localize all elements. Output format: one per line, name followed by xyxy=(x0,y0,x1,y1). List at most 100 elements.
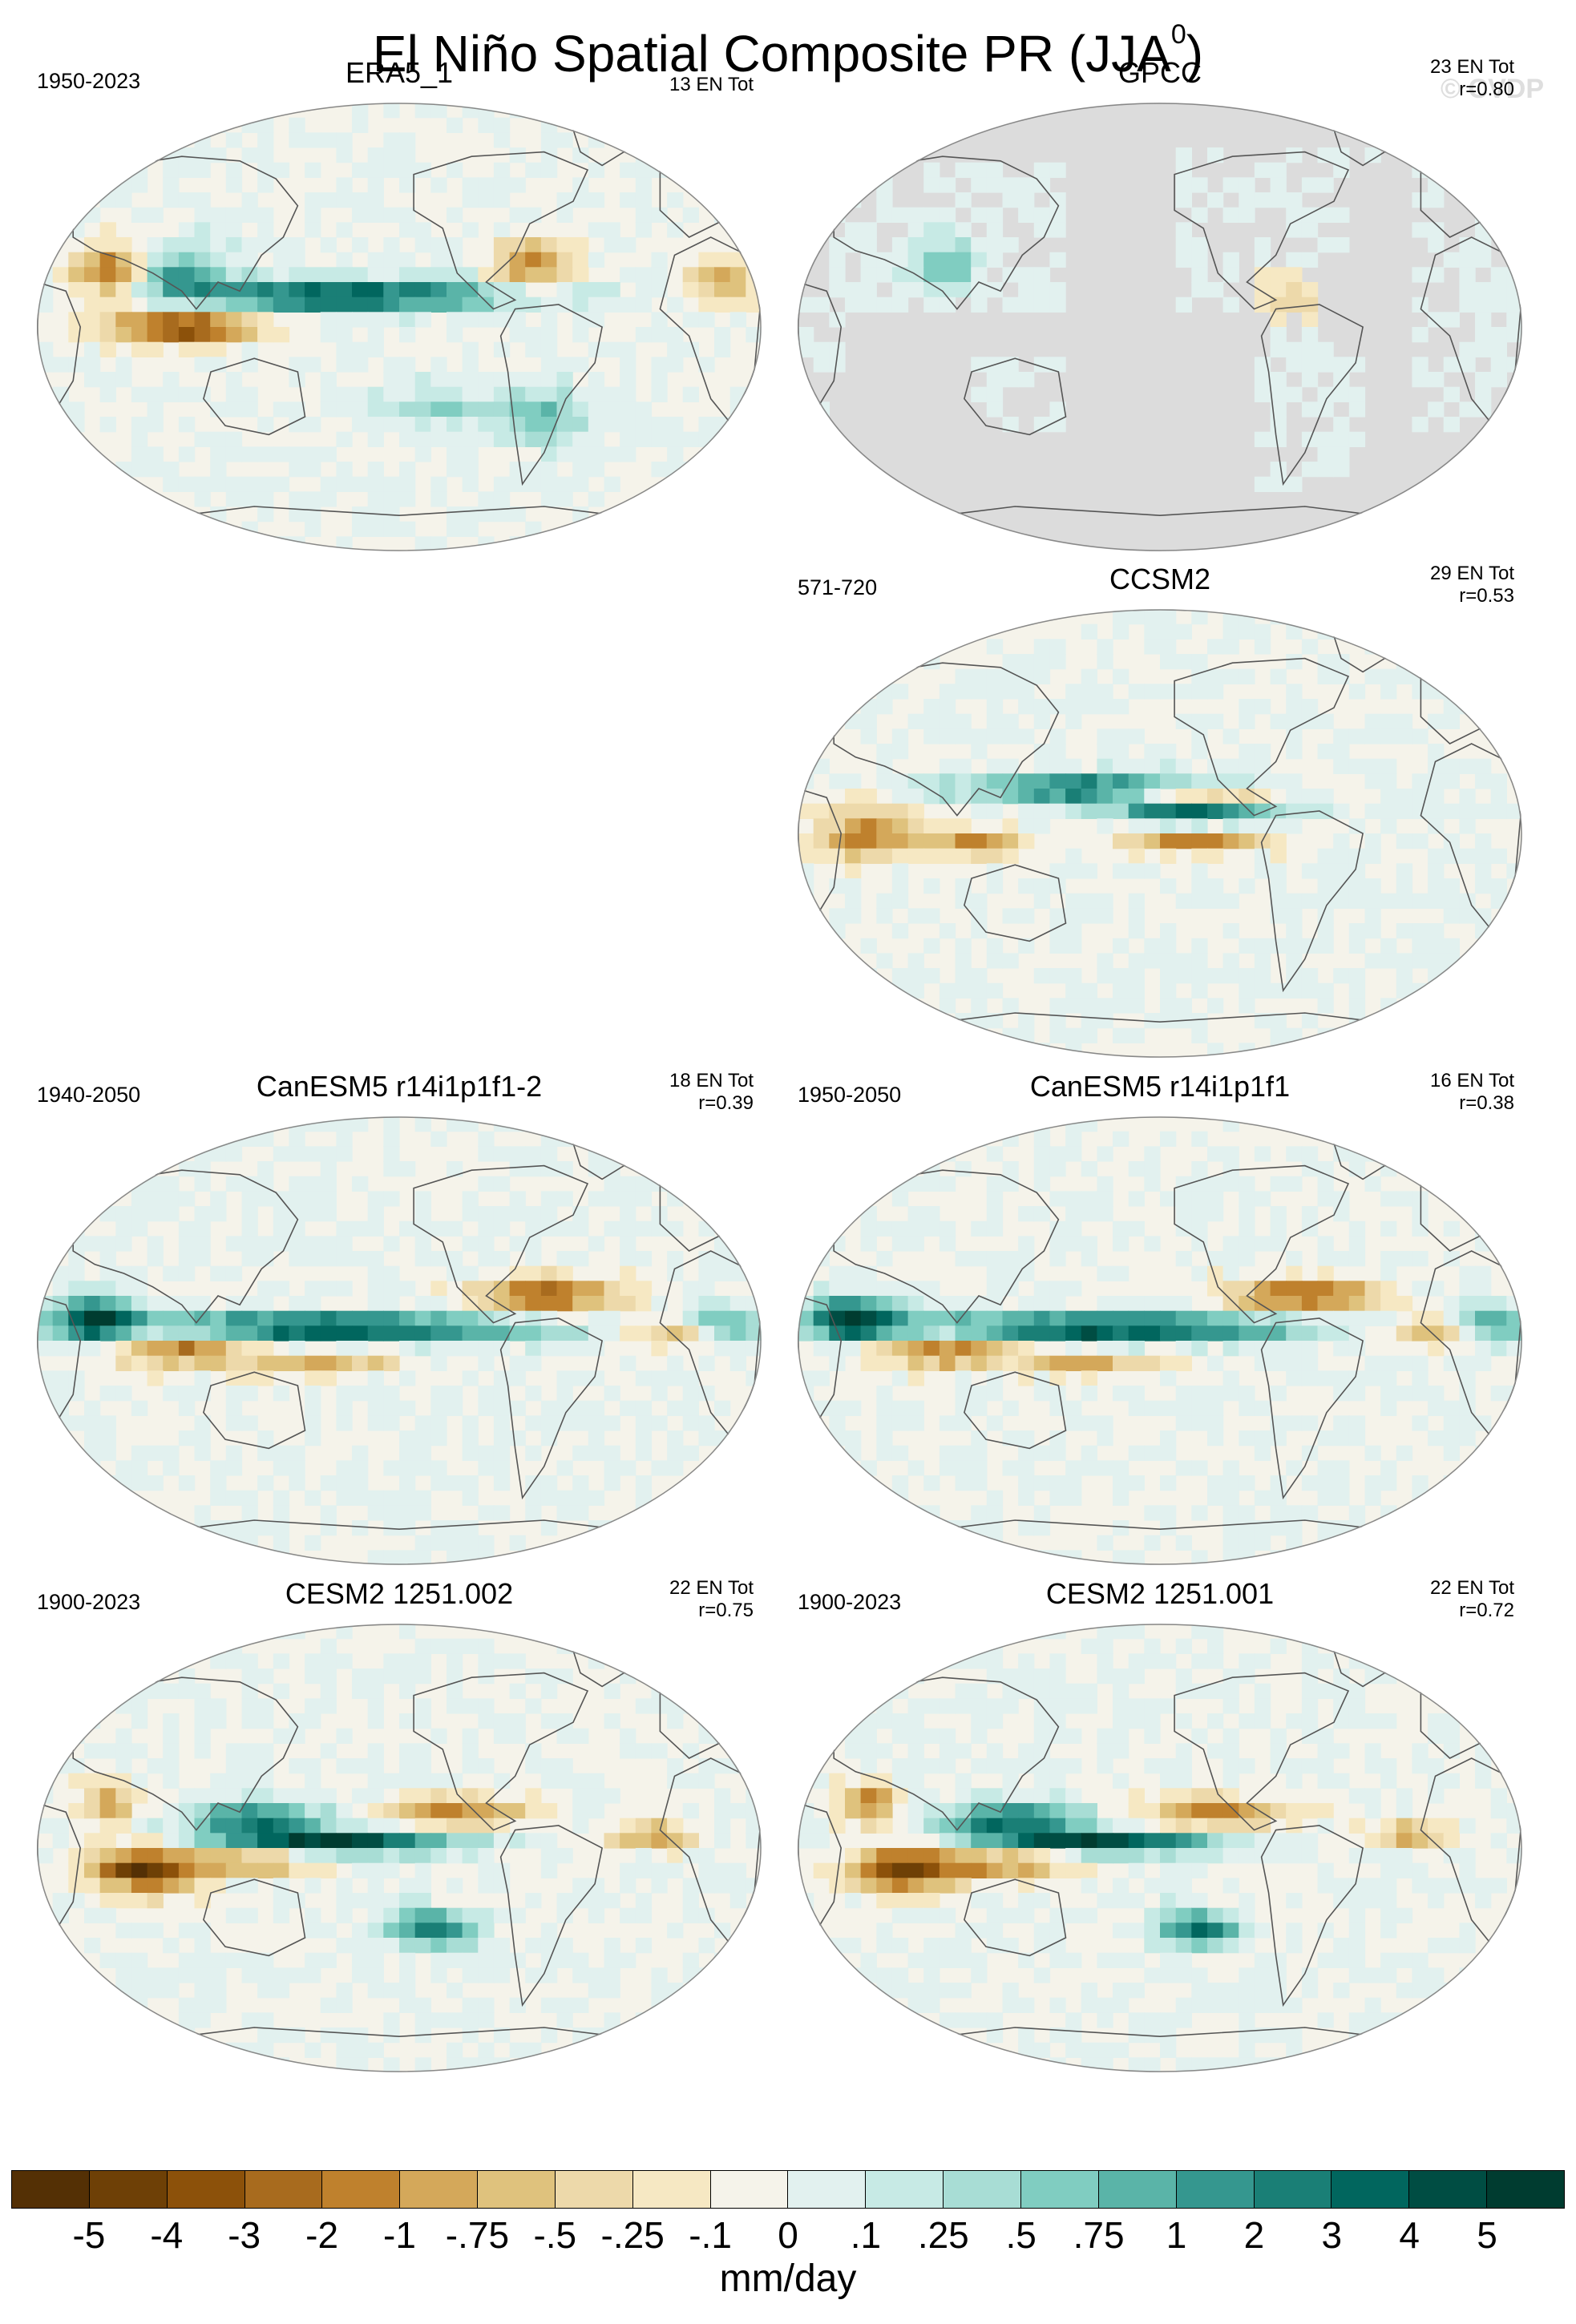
map-cell xyxy=(1018,699,1035,715)
map-cell xyxy=(986,1893,1004,1909)
map-cell xyxy=(1317,1430,1334,1446)
map-cell xyxy=(556,297,573,313)
map-cell xyxy=(845,192,862,208)
map-cell xyxy=(907,1698,924,1714)
map-cell xyxy=(1254,1445,1271,1461)
map-cell xyxy=(241,1653,258,1669)
map-cell xyxy=(540,1146,558,1162)
map-cell xyxy=(447,327,463,343)
map-cell xyxy=(1396,1818,1413,1834)
map-cell xyxy=(493,372,511,388)
map-cell xyxy=(163,103,180,119)
map-cell xyxy=(320,1325,337,1342)
map-cell xyxy=(1002,1758,1019,1774)
map-cell xyxy=(1443,1131,1460,1147)
map-cell xyxy=(336,536,353,551)
map-cell xyxy=(115,536,132,551)
map-cell xyxy=(729,162,746,178)
map-cell xyxy=(273,1505,290,1521)
map-cell xyxy=(1175,713,1192,729)
map-cell xyxy=(1301,1653,1319,1669)
map-cell xyxy=(383,521,400,537)
map-cell xyxy=(798,893,814,909)
map-cell xyxy=(813,341,830,357)
map-cell xyxy=(1475,1878,1492,1894)
map-cell xyxy=(682,1386,699,1402)
map-cell xyxy=(556,1415,573,1431)
map-cell xyxy=(383,1265,400,1281)
map-cell xyxy=(99,1788,116,1804)
map-cell xyxy=(525,207,542,223)
map-cell xyxy=(907,1505,924,1521)
map-cell xyxy=(1113,1683,1129,1699)
map-cell xyxy=(1286,1265,1303,1281)
map-cell xyxy=(225,132,243,148)
map-cell xyxy=(1097,998,1113,1014)
map-cell xyxy=(68,1758,85,1774)
map-cell xyxy=(1270,878,1287,894)
map-cell xyxy=(1286,1624,1303,1640)
map-cell xyxy=(1364,1176,1381,1192)
map-cell xyxy=(907,1013,924,1029)
map-cell xyxy=(1286,893,1303,909)
map-cell xyxy=(860,818,877,834)
map-cell xyxy=(493,417,511,433)
map-cell xyxy=(68,1893,85,1909)
map-cell xyxy=(572,327,589,343)
map-cell xyxy=(813,1698,830,1714)
map-cell xyxy=(1270,1013,1287,1029)
map-cell xyxy=(1286,773,1303,789)
map-cell xyxy=(907,1415,924,1431)
map-cell xyxy=(891,1296,909,1312)
map-cell xyxy=(891,1967,909,1983)
map-cell xyxy=(68,1862,85,1878)
map-cell xyxy=(1191,1341,1208,1357)
map-cell xyxy=(462,1743,479,1759)
map-cell xyxy=(399,222,416,238)
map-cell xyxy=(115,1475,132,1491)
map-cell xyxy=(1364,1490,1381,1506)
map-cell xyxy=(971,744,988,760)
coastline-australia xyxy=(964,357,1067,436)
map-cell xyxy=(1443,893,1460,909)
map-cell xyxy=(1333,803,1350,819)
map-cell xyxy=(1475,773,1492,789)
map-cell xyxy=(509,177,526,193)
map-cell xyxy=(540,1161,558,1177)
map-cell xyxy=(399,297,416,313)
map-cell xyxy=(845,878,862,894)
map-cell xyxy=(798,998,814,1014)
map-cell xyxy=(939,773,956,789)
map-cell xyxy=(891,1221,909,1237)
map-cell xyxy=(305,267,321,283)
map-cell xyxy=(525,1893,542,1909)
map-cell xyxy=(257,1818,274,1834)
map-cell xyxy=(540,312,558,328)
map-cell xyxy=(1002,1325,1019,1342)
map-cell xyxy=(1049,1818,1066,1834)
map-cell xyxy=(667,132,684,148)
map-cell xyxy=(336,1848,353,1864)
map-cell xyxy=(257,1355,274,1371)
map-cell xyxy=(194,192,211,208)
map-cell xyxy=(1428,713,1445,729)
map-cell xyxy=(1049,1445,1066,1461)
map-cell xyxy=(1239,998,1255,1014)
map-cell xyxy=(1254,252,1271,268)
map-cell xyxy=(430,2012,447,2028)
map-cell xyxy=(1333,728,1350,744)
panel-title: CanESM5 r14i1p1f1 xyxy=(1029,1070,1291,1103)
map-cell xyxy=(1144,1505,1161,1521)
map-cell xyxy=(714,1296,731,1312)
map-cell xyxy=(225,431,243,447)
map-cell xyxy=(225,1550,243,1565)
map-cell xyxy=(225,386,243,402)
map-cell xyxy=(1191,1893,1208,1909)
map-cell xyxy=(556,1624,573,1640)
map-cell xyxy=(1428,192,1445,208)
map-cell xyxy=(986,1833,1004,1849)
map-cell xyxy=(273,1983,290,1999)
map-cell xyxy=(1191,1236,1208,1252)
coastline-africa xyxy=(37,1802,82,1939)
map-cell xyxy=(383,1386,400,1402)
